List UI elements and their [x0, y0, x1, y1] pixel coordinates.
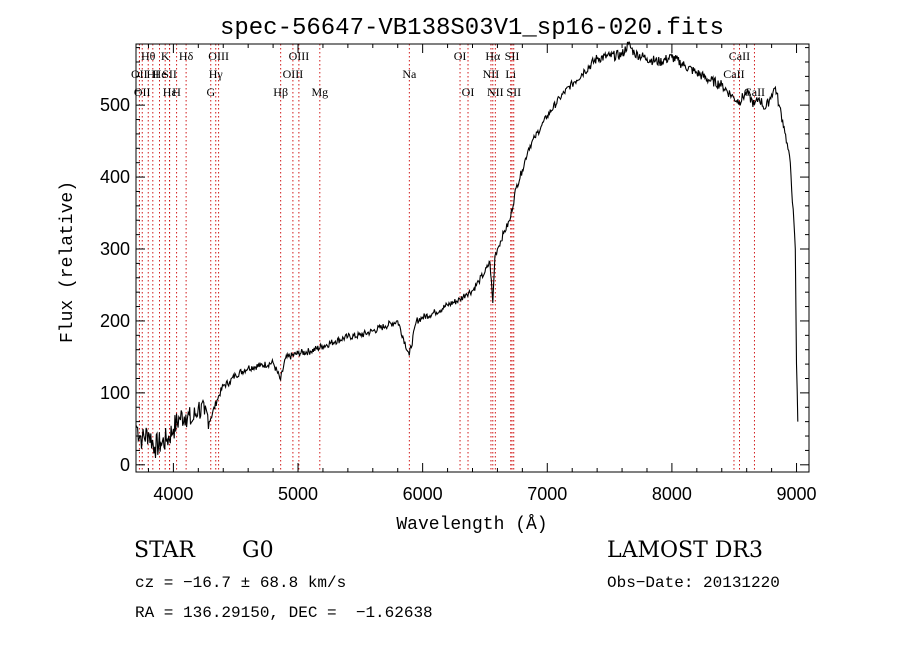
spectral-line-label: NII	[483, 67, 500, 81]
x-tick-label: 6000	[403, 484, 443, 504]
spectral-line-label: Hδ	[179, 49, 194, 63]
spectral-line-label: Hα	[485, 49, 501, 63]
x-tick-label: 5000	[278, 484, 318, 504]
object-class: STAR	[134, 538, 195, 563]
observation-date: Obs−Date: 20131220	[607, 574, 780, 592]
spectral-line-label: Hε	[163, 85, 177, 99]
x-axis-label: Wavelength (Å)	[396, 514, 547, 535]
spectral-line-label: He	[153, 67, 167, 81]
spectral-line-label: CaII	[744, 85, 765, 99]
coordinates: RA = 136.29150, DEC = −1.62638	[135, 604, 433, 622]
spectral-line-label: Hβ	[273, 85, 288, 99]
y-tick-label: 200	[100, 311, 130, 331]
chart-title: spec-56647-VB138S03V1_sp16-020.fits	[220, 15, 724, 42]
y-tick-label: 400	[100, 167, 130, 187]
x-tick-label: 9000	[777, 484, 817, 504]
object-subclass: G0	[242, 538, 274, 563]
spectral-line-label: G	[206, 85, 215, 99]
y-tick-label: 100	[100, 383, 130, 403]
x-axis: 4000 5000 6000 7000 8000 9000	[147, 44, 817, 504]
spectral-line-label: SII	[162, 67, 177, 81]
y-axis-label: Flux (relative)	[58, 181, 78, 343]
spectral-line-label: SII	[505, 49, 520, 63]
x-tick-label: 4000	[153, 484, 193, 504]
y-axis: 0 100 200 300 400 500	[100, 47, 809, 475]
spectral-line-label: OI	[462, 85, 475, 99]
spectral-line-label: OII	[131, 67, 148, 81]
spectral-line-label: Na	[402, 67, 417, 81]
plot-frame	[135, 43, 810, 473]
spectral-line-label: H	[172, 85, 181, 99]
spectral-line-label: K	[161, 49, 170, 63]
spectral-line-label: OII	[134, 85, 151, 99]
spectral-line-label: OIII	[208, 49, 229, 63]
spectral-line-label: Mg	[311, 85, 328, 99]
spectral-line-label: CaII	[723, 67, 744, 81]
redshift-velocity: cz = −16.7 ± 68.8 km/s	[135, 574, 347, 592]
spectral-line-label: OIII	[289, 49, 310, 63]
spectral-line-label: OIII	[283, 67, 304, 81]
y-tick-label: 0	[120, 455, 130, 475]
survey-name: LAMOST DR3	[607, 538, 763, 563]
spectral-line-label: Hθ	[141, 49, 156, 63]
spectral-line-label: Li	[505, 67, 516, 81]
spectral-line-label: OI	[454, 49, 467, 63]
x-tick-label: 7000	[527, 484, 567, 504]
spectral-line-label: NII	[487, 85, 504, 99]
spectral-line-label: Hγ	[209, 67, 224, 81]
spectral-line-label: CaII	[729, 49, 750, 63]
spectral-line-label: SII	[506, 85, 521, 99]
spectral-line-markers	[138, 44, 755, 472]
y-tick-label: 300	[100, 239, 130, 259]
y-tick-label: 500	[100, 95, 130, 115]
spectral-line-label: HI	[146, 67, 159, 81]
x-tick-label: 8000	[652, 484, 692, 504]
spectrum-line	[135, 40, 799, 459]
